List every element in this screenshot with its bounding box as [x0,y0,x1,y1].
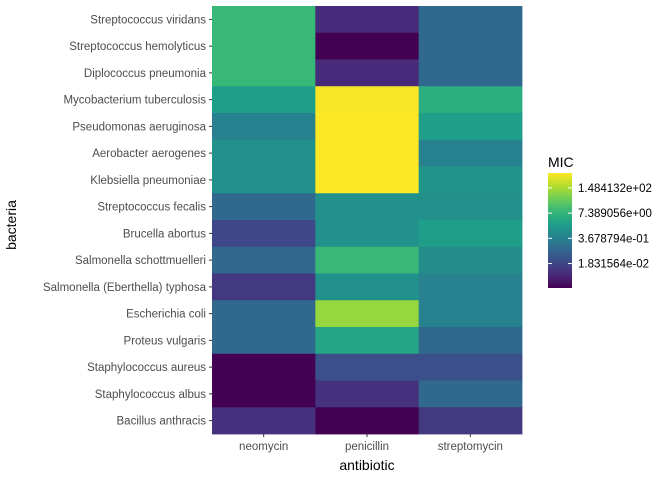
y-tick-label: Salmonella (Eberthella) typhosa [43,282,207,294]
heatmap-cell [212,273,316,301]
legend-title: MIC [548,154,574,170]
heatmap-cell [418,353,523,381]
heatmap-cell [315,220,420,248]
heatmap-cell [212,86,316,114]
y-tick-label: Aerobacter aerogenes [92,148,206,160]
heatmap-cell [212,220,316,248]
heatmap-cell [315,273,420,301]
y-tick-label: Proteus vulgaris [124,335,207,347]
legend-tick-label: 3.678794e-01 [578,233,649,245]
heatmap-cell [212,380,316,408]
heatmap-cell [418,113,523,141]
heatmap-cell [418,300,523,328]
legend-ticks: 1.484132e+02 7.389056e+00 3.678794e-01 1.83… [548,183,652,271]
y-tick-label: Streptococcus viridans [90,14,206,26]
heatmap-cell [418,32,523,60]
heatmap-cell [212,139,316,167]
color-legend: MIC 1.484132e+02 7.389056e+00 3.678794e-01… [548,154,652,288]
heatmap-cell [315,380,420,408]
heatmap-cell [315,32,420,60]
x-tick-label: neomycin [239,441,288,453]
legend-tick-label: 1.484132e+02 [578,183,652,195]
heatmap-cell [212,193,316,221]
legend-colorbar [548,173,572,288]
heatmap-cell [418,59,523,87]
heatmap-cell [418,380,523,408]
heatmap-cell [418,407,523,435]
heatmap-cell [315,59,420,87]
y-tick-label: Pseudomonas aeruginosa [72,121,206,133]
x-axis-ticks: neomycin penicillin streptomycin [239,434,503,453]
heatmap-cell [418,327,523,355]
heatmap-cell [418,220,523,248]
y-axis-ticks: Streptococcus viridans Streptococcus hemo… [43,14,212,428]
heatmap-cell [315,353,420,381]
heatmap-cell [315,113,420,141]
heatmap-cell [212,300,316,328]
heatmap-cell [315,327,420,355]
y-tick-label: Brucella abortus [123,228,206,240]
y-axis-title: bacteria [3,200,19,250]
heatmap-cell [212,6,316,34]
heatmap-cell [418,86,523,114]
heatmap-cell [212,32,316,60]
heatmap-cell [212,407,316,435]
y-tick-label: Salmonella schottmuelleri [75,255,206,267]
y-tick-label: Escherichia coli [126,309,206,321]
heatmap-cell [315,246,420,274]
heatmap-cell [212,59,316,87]
heatmap-cell [315,193,420,221]
y-tick-label: Staphylococcus aureus [87,362,206,374]
heatmap-cell [315,86,420,114]
heatmap-cell [418,139,523,167]
heatmap-cells [212,6,523,435]
y-tick-label: Diplococcus pneumonia [84,68,207,80]
heatmap-cell [212,353,316,381]
heatmap-cell [315,407,420,435]
heatmap-cell [315,166,420,194]
heatmap-cell [418,273,523,301]
heatmap-cell [315,139,420,167]
y-tick-label: Streptococcus fecalis [97,202,206,214]
x-tick-label: streptomycin [438,441,503,453]
x-tick-label: penicillin [345,441,389,453]
legend-tick-label: 1.831564e-02 [578,259,649,271]
heatmap-cell [315,6,420,34]
y-tick-label: Streptococcus hemolyticus [69,41,206,53]
y-tick-label: Klebsiella pneumoniae [90,175,206,187]
legend-tick-label: 7.389056e+00 [578,208,652,220]
heatmap-cell [212,246,316,274]
y-tick-label: Staphylococcus albus [95,389,206,401]
heatmap-cell [418,166,523,194]
heatmap-cell [418,246,523,274]
x-axis-title: antibiotic [339,457,394,473]
y-tick-label: Mycobacterium tuberculosis [63,95,206,107]
heatmap-cell [418,193,523,221]
heatmap-cell [212,327,316,355]
heatmap-cell [315,300,420,328]
y-tick-label: Bacillus anthracis [117,416,207,428]
heatmap-cell [212,166,316,194]
heatmap-cell [212,113,316,141]
heatmap-cell [418,6,523,34]
